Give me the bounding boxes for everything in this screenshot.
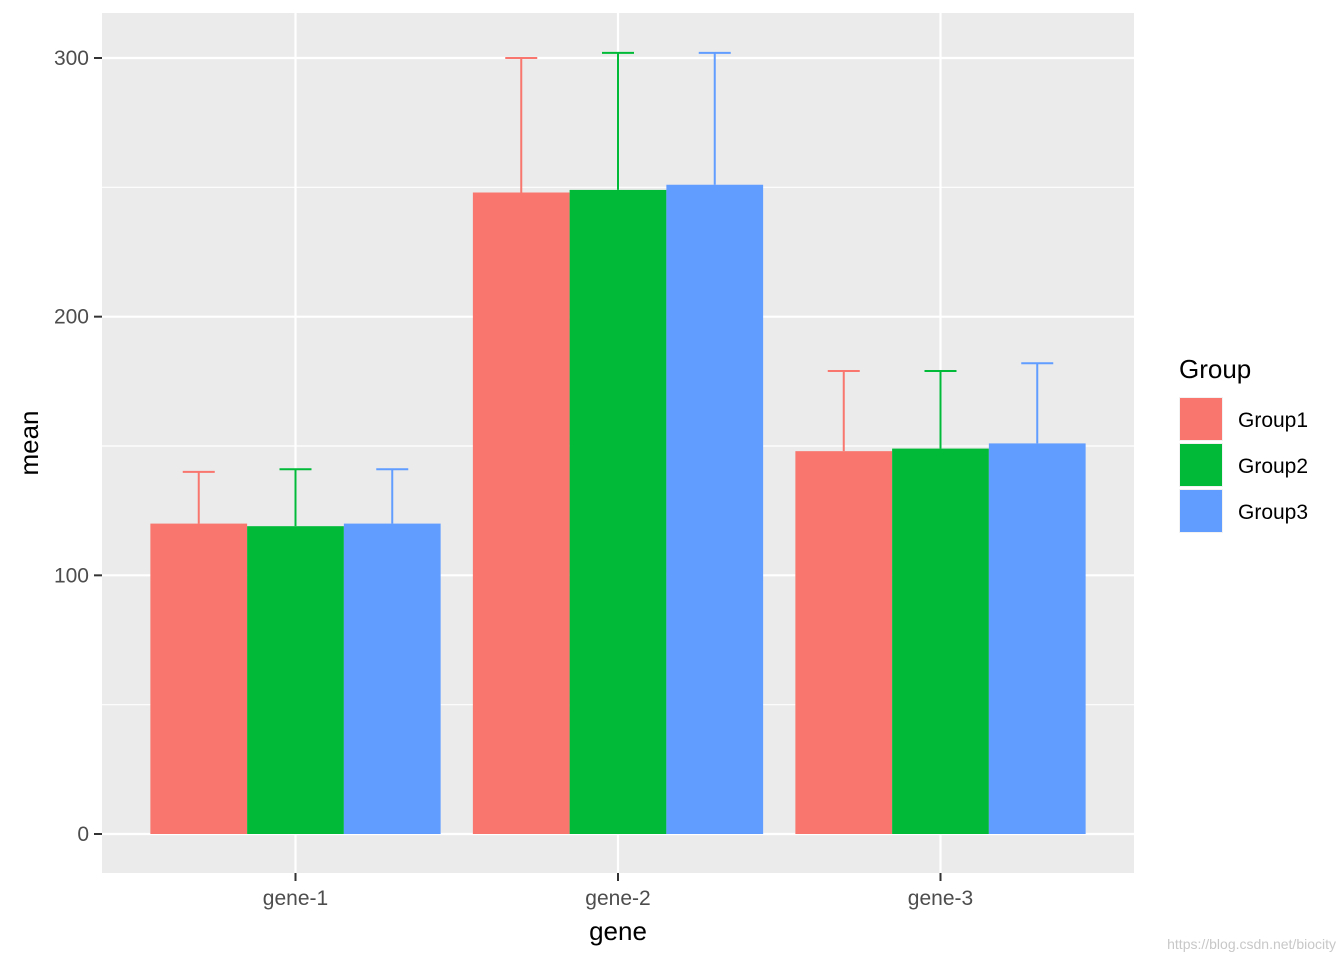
x-tick-label: gene-1 — [263, 887, 328, 910]
legend-swatch-group1 — [1180, 398, 1222, 440]
error-bars — [182, 51, 1054, 527]
y-tick-label: 200 — [54, 306, 89, 329]
legend-title: Group — [1179, 354, 1251, 384]
legend-label-group1: Group1 — [1238, 409, 1308, 432]
watermark-text: https://blog.csdn.net/biocity — [1167, 936, 1336, 952]
y-tick-label: 100 — [54, 564, 89, 587]
y-tick-label: 300 — [54, 47, 89, 70]
legend-label-group3: Group3 — [1238, 501, 1308, 524]
y-axis-title: mean — [14, 410, 44, 475]
bar-group3-gene-3 — [988, 443, 1086, 834]
bars — [150, 184, 1086, 835]
bar-group1-gene-3 — [795, 451, 893, 834]
bar-group2-gene-3 — [892, 448, 989, 834]
legend-swatch-group3 — [1180, 490, 1222, 532]
x-tick-label: gene-2 — [585, 887, 650, 910]
legend-swatch-group2 — [1180, 444, 1222, 486]
bar-group2-gene-1 — [247, 526, 344, 834]
bar-group2-gene-2 — [569, 189, 667, 835]
bar-group3-gene-2 — [666, 184, 764, 834]
x-tick-label: gene-3 — [908, 887, 973, 910]
x-axis-title: gene — [589, 916, 647, 946]
y-tick-label: 0 — [77, 823, 89, 846]
bar-group1-gene-1 — [150, 523, 248, 834]
bar-group3-gene-1 — [343, 523, 441, 834]
legend-label-group2: Group2 — [1238, 455, 1308, 478]
legend: Group Group1 Group2 Group3 — [1179, 354, 1308, 533]
bar-group1-gene-2 — [472, 192, 570, 835]
axes: 0 100 200 300 gene-1 gene-2 gene-3 — [54, 47, 973, 910]
